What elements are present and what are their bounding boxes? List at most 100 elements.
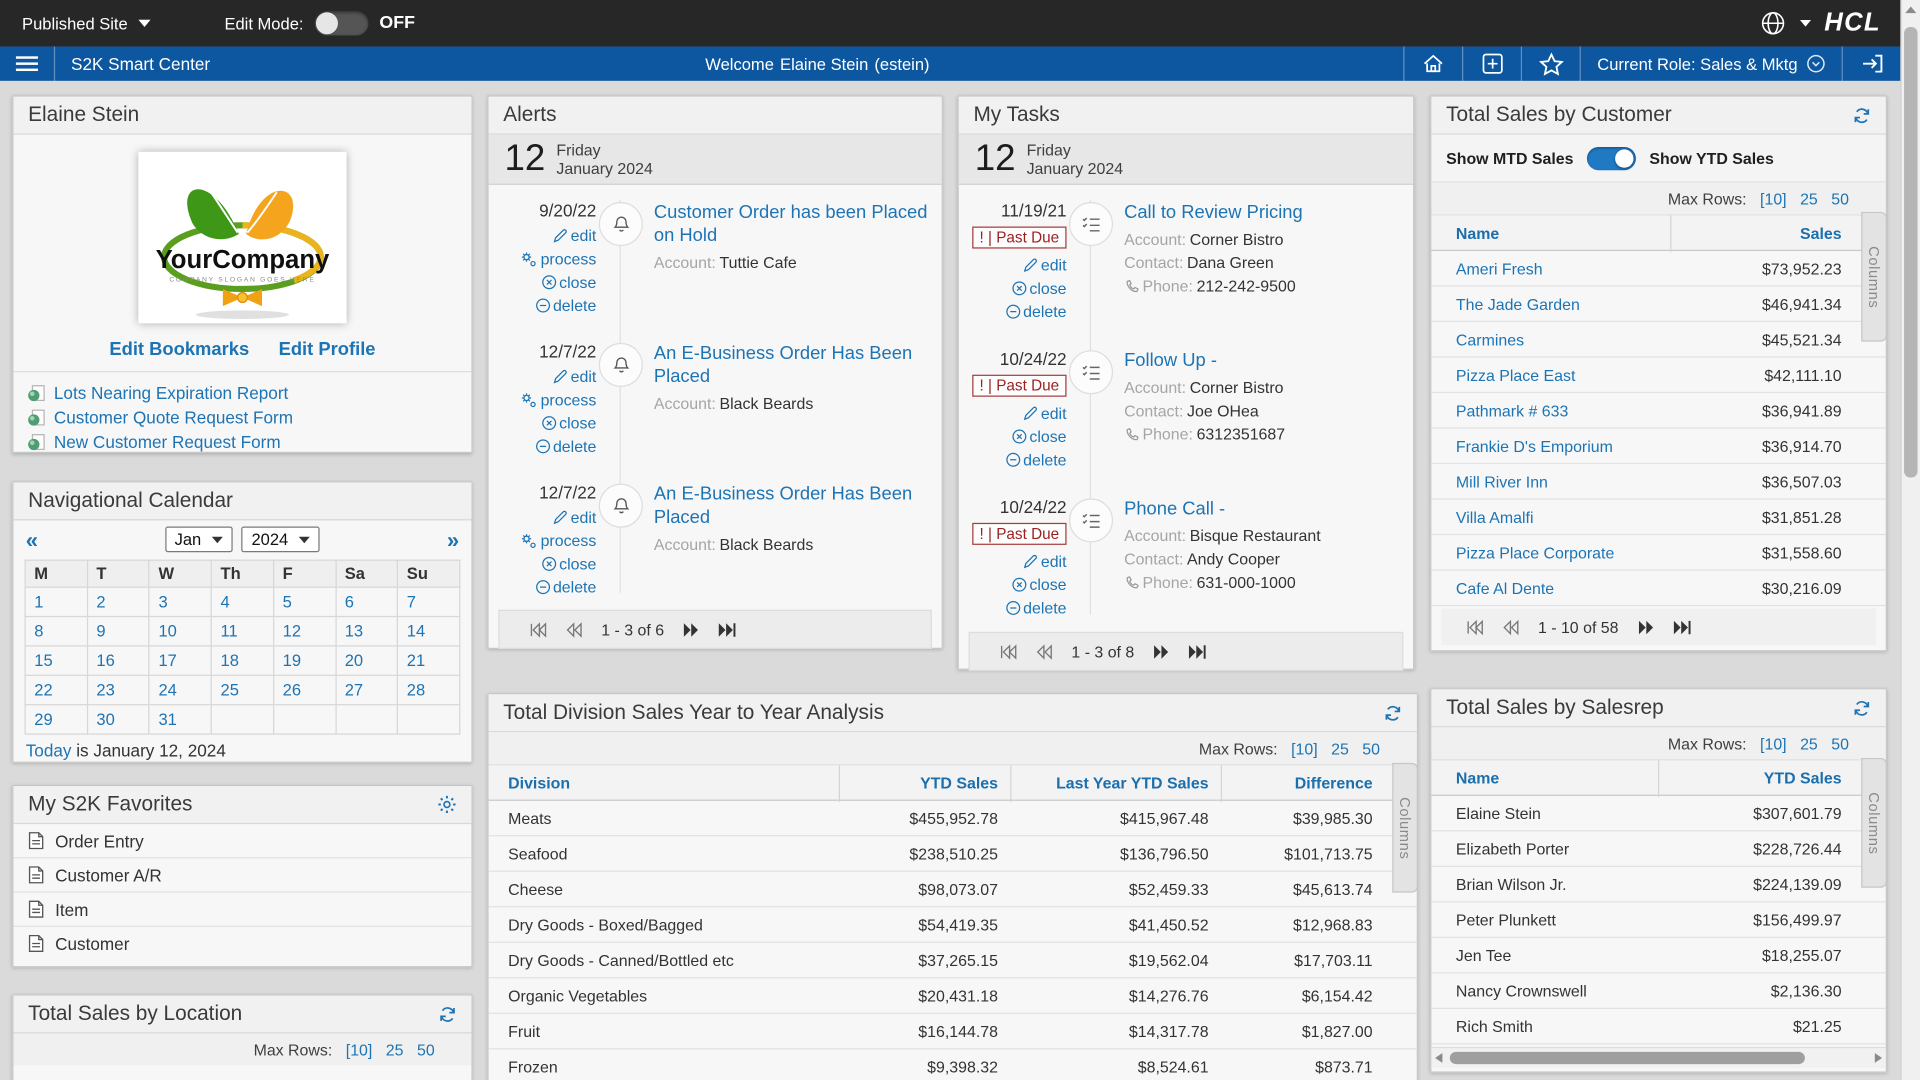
task-edit-link[interactable]: edit [1022, 404, 1066, 422]
next-page-icon[interactable] [1153, 643, 1170, 659]
day-link[interactable]: 5 [283, 593, 292, 611]
first-page-icon[interactable] [529, 621, 547, 637]
day-link[interactable]: 25 [221, 681, 239, 699]
customer-link[interactable]: Cafe Al Dente [1456, 579, 1554, 597]
day-link[interactable]: 29 [34, 710, 52, 728]
column-header[interactable]: Name [1431, 216, 1670, 253]
day-link[interactable]: 23 [96, 681, 114, 699]
alert-edit-link[interactable]: edit [552, 508, 596, 526]
home-button[interactable] [1404, 47, 1463, 81]
alert-delete-link[interactable]: delete [535, 578, 597, 596]
day-link[interactable]: 20 [345, 651, 363, 669]
last-page-icon[interactable] [1188, 643, 1206, 659]
max-rows-25[interactable]: 25 [1800, 734, 1818, 752]
day-link[interactable]: 28 [407, 681, 425, 699]
day-link[interactable]: 19 [283, 651, 301, 669]
add-tab-button[interactable] [1463, 47, 1522, 81]
next-page-icon[interactable] [682, 621, 699, 637]
customer-link[interactable]: Ameri Fresh [1456, 259, 1543, 277]
scroll-up-icon[interactable] [1905, 6, 1916, 13]
favorite-item[interactable]: Order Entry [13, 824, 471, 858]
day-link[interactable]: 8 [34, 622, 43, 640]
columns-tab[interactable]: Columns [1861, 758, 1887, 888]
refresh-icon[interactable] [1853, 699, 1871, 717]
day-link[interactable]: 7 [407, 593, 416, 611]
alert-edit-link[interactable]: edit [552, 227, 596, 245]
column-header[interactable]: YTD Sales [1658, 760, 1854, 797]
alert-delete-link[interactable]: delete [535, 437, 597, 455]
day-link[interactable]: 24 [158, 681, 176, 699]
alert-close-link[interactable]: close [541, 555, 597, 573]
customer-link[interactable]: Mill River Inn [1456, 472, 1548, 490]
customer-link[interactable]: Villa Amalfi [1456, 508, 1534, 526]
scroll-right-icon[interactable] [1875, 1053, 1882, 1063]
columns-tab[interactable]: Columns [1861, 212, 1887, 342]
day-link[interactable]: 14 [407, 622, 425, 640]
max-rows-25[interactable]: 25 [1331, 739, 1349, 757]
last-page-icon[interactable] [718, 621, 736, 637]
day-link[interactable]: 9 [96, 622, 105, 640]
max-rows-50[interactable]: 50 [1831, 734, 1849, 752]
column-header[interactable]: Sales [1670, 216, 1854, 253]
edit-bookmarks-link[interactable]: Edit Bookmarks [109, 339, 249, 360]
task-close-link[interactable]: close [1011, 279, 1067, 297]
max-rows-10[interactable]: [10] [1760, 189, 1787, 207]
last-page-icon[interactable] [1672, 619, 1690, 635]
column-header[interactable]: Difference [1221, 765, 1385, 802]
alert-close-link[interactable]: close [541, 273, 597, 291]
day-link[interactable]: 30 [96, 710, 114, 728]
max-rows-50[interactable]: 50 [1831, 189, 1849, 207]
month-select[interactable]: Jan [165, 527, 233, 553]
page-scrollbar[interactable] [1900, 0, 1920, 1080]
alert-process-link[interactable]: process [521, 391, 596, 409]
gear-icon[interactable] [437, 795, 457, 815]
bookmark-link[interactable]: Customer Quote Request Form [54, 408, 293, 428]
max-rows-50[interactable]: 50 [1362, 739, 1380, 757]
globe-icon[interactable] [1759, 10, 1786, 37]
columns-tab[interactable]: Columns [1392, 763, 1418, 893]
alert-close-link[interactable]: close [541, 414, 597, 432]
calendar-prev-button[interactable]: « [26, 530, 38, 550]
customer-link[interactable]: Pizza Place Corporate [1456, 543, 1614, 561]
menu-hamburger-icon[interactable] [0, 47, 54, 81]
edit-profile-link[interactable]: Edit Profile [279, 339, 376, 360]
column-header[interactable]: YTD Sales [839, 765, 1010, 802]
published-site-dropdown[interactable]: Published Site [22, 14, 151, 32]
first-page-icon[interactable] [999, 643, 1017, 659]
max-rows-10[interactable]: [10] [1760, 734, 1787, 752]
max-rows-25[interactable]: 25 [1800, 189, 1818, 207]
scrollbar-thumb[interactable] [1450, 1052, 1805, 1064]
task-title-link[interactable]: Follow Up - [1124, 349, 1217, 372]
day-link[interactable]: 22 [34, 681, 52, 699]
first-page-icon[interactable] [1466, 619, 1484, 635]
task-edit-link[interactable]: edit [1022, 256, 1066, 274]
alert-title-link[interactable]: An E-Business Order Has Been Placed [654, 482, 932, 529]
day-link[interactable]: 31 [158, 710, 176, 728]
max-rows-25[interactable]: 25 [386, 1040, 404, 1058]
alert-title-link[interactable]: An E-Business Order Has Been Placed [654, 342, 932, 389]
prev-page-icon[interactable] [566, 621, 583, 637]
day-link[interactable]: 6 [345, 593, 354, 611]
prev-page-icon[interactable] [1036, 643, 1053, 659]
task-close-link[interactable]: close [1011, 427, 1067, 445]
day-link[interactable]: 18 [221, 651, 239, 669]
day-link[interactable]: 15 [34, 651, 52, 669]
prev-page-icon[interactable] [1502, 619, 1519, 635]
bookmark-link[interactable]: New Customer Request Form [54, 432, 281, 452]
day-link[interactable]: 4 [221, 593, 230, 611]
alert-title-link[interactable]: Customer Order has been Placed on Hold [654, 201, 932, 248]
alert-delete-link[interactable]: delete [535, 296, 597, 314]
day-link[interactable]: 17 [158, 651, 176, 669]
year-select[interactable]: 2024 [242, 527, 320, 553]
bookmark-link[interactable]: Lots Nearing Expiration Report [54, 383, 288, 403]
day-link[interactable]: 3 [158, 593, 167, 611]
scrollbar-thumb[interactable] [1904, 27, 1917, 478]
column-header[interactable]: Division [489, 765, 839, 802]
customer-link[interactable]: Frankie D's Emporium [1456, 437, 1613, 455]
customer-link[interactable]: The Jade Garden [1456, 294, 1580, 312]
day-link[interactable]: 10 [158, 622, 176, 640]
task-delete-link[interactable]: delete [1005, 599, 1067, 617]
column-header[interactable]: Last Year YTD Sales [1010, 765, 1221, 802]
alert-process-link[interactable]: process [521, 250, 596, 268]
alert-process-link[interactable]: process [521, 531, 596, 549]
